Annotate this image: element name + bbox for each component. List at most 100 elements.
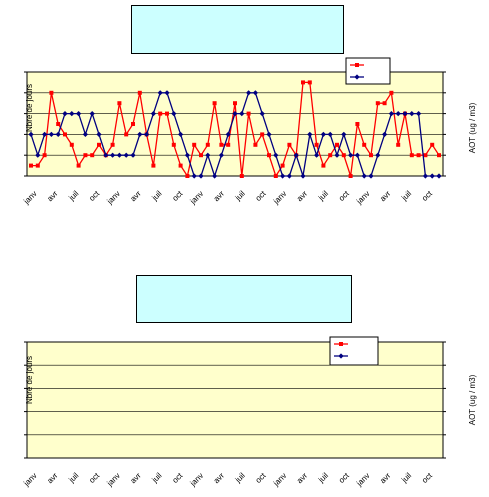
- data-point: [416, 153, 421, 158]
- data-point: [62, 111, 68, 117]
- data-point: [150, 111, 156, 117]
- data-point: [314, 152, 320, 158]
- y-axis-left-label: Nbre de jours: [25, 356, 34, 404]
- data-point: [42, 131, 48, 137]
- x-tick-label: juil: [233, 189, 247, 203]
- legend-box: [345, 57, 391, 85]
- chart-panel-2: janv avr juil oct janv avr juil oct janv avr juil o…: [0, 270, 489, 497]
- data-point: [151, 163, 156, 168]
- data-point: [124, 132, 129, 137]
- x-tick-label: janv: [188, 189, 205, 206]
- data-point: [212, 173, 218, 179]
- data-point: [35, 152, 41, 158]
- data-point: [130, 152, 136, 158]
- data-point: [382, 101, 387, 106]
- legend-marker: [355, 63, 359, 67]
- x-tick-label: oct: [254, 471, 268, 485]
- data-point: [226, 142, 231, 147]
- data-point: [225, 131, 231, 137]
- x-tick-label: juil: [316, 471, 330, 485]
- data-point: [137, 131, 143, 137]
- data-point: [233, 101, 237, 106]
- data-point: [219, 142, 224, 147]
- data-point: [232, 111, 238, 117]
- data-point: [117, 101, 122, 106]
- data-point: [368, 173, 374, 179]
- data-point: [396, 142, 401, 147]
- data-point: [253, 142, 258, 147]
- data-point: [260, 132, 265, 137]
- data-point: [430, 142, 435, 147]
- y-axis-left-label: Nbre de jours: [25, 84, 34, 132]
- chart-2-svg: janv avr juil oct janv avr juil oct janv avr juil o…: [21, 336, 477, 489]
- x-tick-label: janv: [271, 471, 288, 488]
- data-point: [382, 131, 388, 137]
- data-point: [280, 163, 285, 168]
- data-point: [83, 153, 88, 158]
- data-point: [348, 174, 353, 178]
- data-point: [334, 152, 340, 158]
- x-tick-label: janv: [354, 471, 371, 488]
- data-point: [259, 111, 265, 117]
- data-point: [252, 90, 258, 96]
- data-point: [192, 142, 197, 147]
- data-point: [103, 152, 109, 158]
- data-point: [158, 111, 163, 116]
- data-point: [212, 101, 217, 106]
- data-point: [341, 153, 346, 158]
- legend-marker: [354, 74, 360, 80]
- data-point: [82, 131, 88, 137]
- data-point: [96, 131, 102, 137]
- x-tick-label: janv: [188, 471, 205, 488]
- data-point: [171, 111, 177, 117]
- data-point: [293, 152, 299, 158]
- x-tick-label: juil: [150, 189, 164, 203]
- data-point: [423, 153, 428, 158]
- data-point: [198, 173, 204, 179]
- data-point: [348, 152, 354, 158]
- data-point: [199, 153, 203, 158]
- data-point: [29, 163, 33, 168]
- data-point: [369, 153, 373, 158]
- data-point: [422, 173, 428, 179]
- data-point: [164, 90, 170, 96]
- data-point: [35, 163, 40, 168]
- data-point: [116, 152, 122, 158]
- x-tick-label: janv: [271, 189, 288, 206]
- data-point: [131, 122, 135, 126]
- x-tick-label: janv: [21, 189, 38, 206]
- data-point: [321, 163, 326, 168]
- data-point: [287, 142, 292, 147]
- y-axis-right-label: AOT (ug / m3): [468, 102, 477, 153]
- data-point: [388, 111, 394, 117]
- data-point: [69, 142, 74, 147]
- data-point: [239, 174, 244, 178]
- data-point: [273, 152, 279, 158]
- data-point: [205, 142, 210, 147]
- data-point: [110, 142, 115, 147]
- data-point: [144, 131, 150, 137]
- data-point: [110, 152, 116, 158]
- x-tick-label: juil: [399, 189, 413, 203]
- x-tick-label: oct: [87, 471, 101, 485]
- data-point: [361, 173, 367, 179]
- chart-panel-1: janv avr juil oct janv avr juil oct janv avr juil o…: [0, 0, 489, 227]
- data-point: [328, 153, 333, 158]
- data-point: [354, 152, 360, 158]
- data-point: [165, 111, 169, 116]
- data-point: [300, 173, 306, 179]
- data-point: [389, 90, 394, 95]
- x-tick-label: oct: [420, 471, 434, 485]
- data-point: [157, 90, 163, 96]
- x-tick-label: avr: [129, 189, 143, 203]
- x-tick-label: juil: [316, 189, 330, 203]
- data-point: [402, 111, 408, 117]
- x-tick-label: juil: [66, 471, 80, 485]
- data-point: [246, 111, 251, 116]
- x-tick-label: oct: [337, 471, 351, 485]
- data-point: [301, 80, 305, 85]
- data-point: [307, 80, 312, 85]
- data-point: [178, 163, 183, 168]
- data-point: [89, 111, 95, 117]
- data-point: [184, 152, 190, 158]
